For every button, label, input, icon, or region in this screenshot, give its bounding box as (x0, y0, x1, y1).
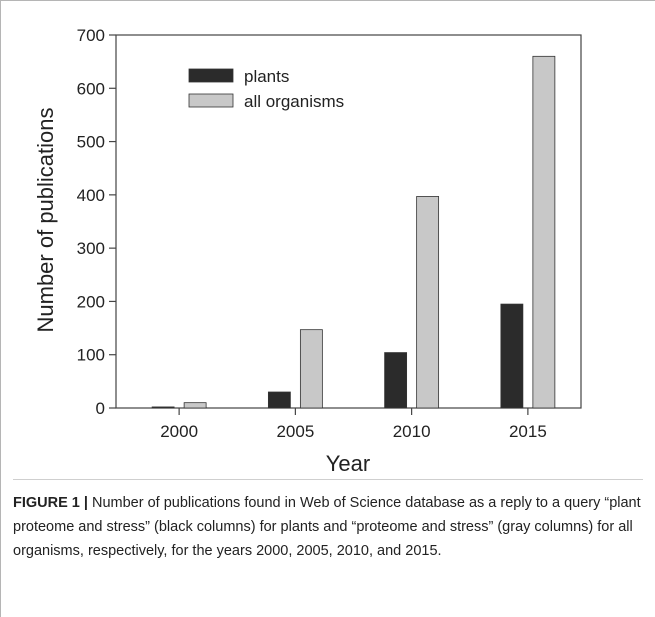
figure-caption: FIGURE 1 | Number of publications found … (13, 491, 643, 563)
bar-all-organisms (416, 196, 440, 409)
x-tick-label: 2015 (509, 422, 547, 441)
bar-plants (267, 391, 291, 409)
y-axis-title: Number of publications (33, 107, 58, 332)
y-tick-label: 200 (77, 292, 105, 311)
legend: plants all organisms (188, 67, 344, 111)
legend-label: all organisms (244, 92, 344, 111)
y-tick-label: 400 (77, 186, 105, 205)
y-tick-label: 600 (77, 79, 105, 98)
figure-top-border (1, 0, 655, 1)
caption-label: FIGURE 1 | (13, 495, 88, 511)
bar-all-organisms (299, 329, 323, 409)
x-axis-title: Year (326, 451, 370, 476)
y-tick-label: 300 (77, 239, 105, 258)
x-tick-label: 2010 (393, 422, 431, 441)
x-tick-label: 2000 (160, 422, 198, 441)
y-tick-label: 700 (77, 26, 105, 45)
y-tick-label: 500 (77, 133, 105, 152)
bar-all-organisms (532, 55, 556, 409)
legend-swatch (188, 93, 234, 108)
bar-plants (151, 406, 175, 409)
caption-divider (13, 479, 643, 480)
y-tick-label: 100 (77, 346, 105, 365)
bar-all-organisms (183, 402, 207, 409)
legend-label: plants (244, 67, 289, 86)
x-tick-label: 2005 (276, 422, 314, 441)
caption-text: Number of publications found in Web of S… (13, 495, 641, 559)
bar-plants (384, 352, 408, 409)
plot-area-frame (115, 34, 582, 409)
x-axis: 2000 2005 2010 2015 (160, 408, 547, 441)
legend-swatch (188, 68, 234, 83)
bar-series-group (151, 55, 556, 409)
y-tick-label: 0 (96, 399, 105, 418)
y-axis: 0 100 200 300 400 500 600 700 (77, 26, 116, 418)
bar-plants (500, 303, 524, 409)
